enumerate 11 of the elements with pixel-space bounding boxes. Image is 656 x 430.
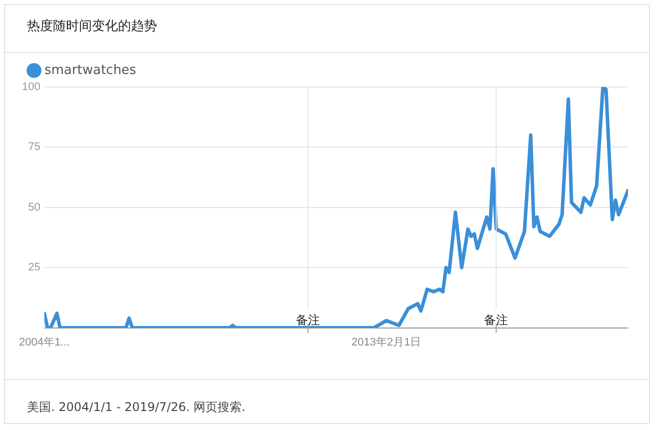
text: 美国. 2004/1/1 - 2019/7/26. 网页搜索. <box>27 399 246 416</box>
chart-title: 热度随时间变化的趋势 <box>27 18 157 35</box>
y-tick-label: 100 <box>22 81 40 94</box>
y-tick-label: 75 <box>28 141 40 154</box>
y-tick-label: 25 <box>28 262 40 274</box>
y-tick-label: 50 <box>28 201 40 214</box>
x-tick-label: 2013年2月1日 <box>352 336 422 348</box>
ref-line-label: 备注 <box>296 312 320 327</box>
ref-line-label: 备注 <box>484 312 508 327</box>
legend-label: smartwatches <box>44 62 136 78</box>
x-tick-label: 2004年1... <box>18 336 70 348</box>
